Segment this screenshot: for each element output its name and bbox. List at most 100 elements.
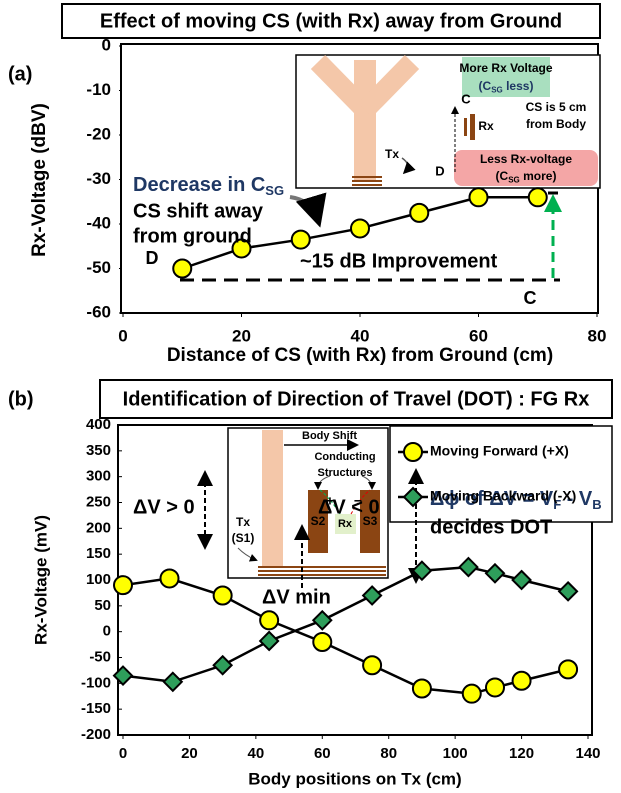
annotation: Less Rx-voltage: [480, 152, 572, 166]
y-tick-label: -30: [86, 169, 111, 188]
y-tick-label: 300: [86, 468, 111, 485]
annotation: D: [146, 248, 159, 268]
annotation-part: (C: [496, 169, 509, 183]
x-tick-label: 100: [443, 745, 468, 762]
annotation: S2: [311, 514, 326, 528]
marker: [486, 564, 504, 582]
annotation: from ground: [133, 225, 252, 247]
annotation: decides DOT: [430, 516, 552, 538]
y-tick-label: -150: [81, 700, 111, 717]
x-tick-label: 80: [380, 745, 397, 762]
marker: [114, 576, 132, 594]
marker: [559, 660, 577, 678]
chart-title: Effect of moving CS (with Rx) away from …: [100, 10, 562, 32]
annotation: Conducting: [314, 451, 375, 463]
marker: [513, 672, 531, 690]
x-tick-label: 0: [119, 745, 127, 762]
marker: [410, 204, 428, 222]
annotation: D: [435, 163, 444, 178]
y-tick-label: 200: [86, 519, 111, 536]
subscript: SG: [491, 86, 503, 95]
subscript: B: [592, 497, 601, 512]
body-shape: [262, 430, 283, 566]
marker: [459, 558, 477, 576]
x-axis-label: Distance of CS (with Rx) from Ground (cm…: [167, 345, 553, 366]
x-tick-label: 0: [118, 326, 127, 345]
panel-label: (b): [8, 388, 34, 410]
annotation: Body Shift: [302, 430, 357, 442]
annotation: −: [354, 493, 362, 509]
marker: [292, 231, 310, 249]
annotation: CS shift away: [133, 200, 264, 222]
y-tick-label: -10: [86, 80, 111, 99]
x-axis-label: Body positions on Tx (cm): [248, 769, 461, 788]
figure: (a) Effect of moving CS (with Rx) away f…: [0, 0, 621, 793]
annotation: More Rx Voltage: [459, 61, 552, 75]
annotation: ΔV > 0: [133, 496, 195, 518]
y-tick-label: 250: [86, 493, 111, 510]
marker: [173, 260, 191, 278]
y-tick-label: 150: [86, 545, 111, 562]
y-tick-label: -50: [86, 258, 111, 277]
marker: [351, 219, 369, 237]
rx-plate: [464, 118, 467, 136]
annotation: Tx: [236, 515, 250, 529]
y-tick-label: -60: [86, 302, 111, 321]
annotation: Decrease in CSG: [133, 174, 284, 198]
x-tick-label: 20: [232, 326, 251, 345]
annotation: (CSG more): [496, 169, 557, 185]
y-axis-label: Rx-Voltage (dBV): [29, 103, 50, 257]
x-tick-label: 40: [351, 326, 370, 345]
marker: [413, 680, 431, 698]
marker: [404, 443, 422, 461]
annotation: C: [524, 288, 537, 308]
annotation: C: [461, 91, 471, 106]
x-tick-label: 20: [181, 745, 198, 762]
y-tick-label: 0: [103, 623, 111, 640]
x-tick-label: 120: [509, 745, 534, 762]
marker: [260, 611, 278, 629]
annotation: CS is 5 cm: [526, 100, 587, 114]
curved-arrow: [290, 197, 318, 220]
x-tick-label: 60: [314, 745, 331, 762]
legend-label: Moving Backward (-X): [430, 488, 576, 504]
y-axis-label: Rx-Voltage (mV): [31, 515, 50, 645]
y-tick-label: -50: [89, 648, 111, 665]
y-tick-label: -40: [86, 213, 111, 232]
annotation-part: (C: [479, 79, 492, 93]
annotation: Rx: [338, 518, 353, 530]
marker: [214, 656, 232, 674]
marker: [114, 667, 132, 685]
marker: [161, 569, 179, 587]
marker: [363, 656, 381, 674]
marker: [363, 587, 381, 605]
marker: [313, 611, 331, 629]
chart-title: Identification of Direction of Travel (D…: [123, 388, 590, 410]
y-tick-label: 350: [86, 442, 111, 459]
marker: [463, 685, 481, 703]
y-tick-label: 50: [94, 597, 111, 614]
annotation: Structures: [317, 467, 372, 479]
annotation-part: Decrease in C: [133, 174, 265, 196]
annotation: ~15 dB Improvement: [300, 250, 498, 272]
annotation: +: [326, 493, 334, 509]
annotation-part: more): [520, 169, 557, 183]
y-tick-label: -20: [86, 124, 111, 143]
annotation: ΔV min: [262, 586, 331, 608]
y-tick-label: 0: [102, 35, 111, 54]
marker: [559, 582, 577, 600]
x-tick-label: 140: [575, 745, 600, 762]
marker: [214, 587, 232, 605]
annotation-part: less): [503, 79, 534, 93]
annotation: (CSG less): [479, 79, 534, 95]
annotation: S3: [363, 514, 378, 528]
y-tick-label: 400: [86, 416, 111, 433]
marker: [513, 571, 531, 589]
marker: [260, 632, 278, 650]
marker: [486, 678, 504, 696]
marker: [313, 633, 331, 651]
y-tick-label: -200: [81, 726, 111, 743]
subscript: SG: [265, 183, 284, 198]
annotation: Rx: [478, 119, 494, 133]
rx-plate: [470, 114, 475, 140]
